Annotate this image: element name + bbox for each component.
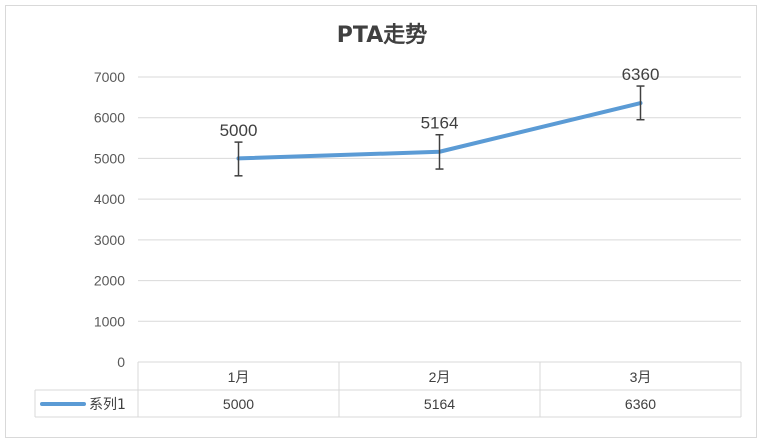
chart-title: PTA走势	[337, 22, 427, 48]
data-label: 5164	[421, 114, 459, 133]
y-tick-label: 1000	[94, 313, 125, 329]
table-cell-value: 5164	[424, 396, 455, 412]
x-tick-label: 3月	[630, 369, 652, 385]
data-label: 6360	[622, 65, 660, 84]
y-tick-label: 0	[117, 354, 125, 370]
y-tick-label: 5000	[94, 150, 125, 166]
y-tick-label: 3000	[94, 232, 125, 248]
table-cell-value: 6360	[625, 396, 656, 412]
y-tick-label: 2000	[94, 273, 125, 289]
x-tick-label: 2月	[429, 369, 451, 385]
y-tick-label: 7000	[94, 69, 125, 85]
table-cell-value: 5000	[223, 396, 254, 412]
y-tick-label: 4000	[94, 191, 125, 207]
x-tick-label: 1月	[228, 369, 250, 385]
y-tick-label: 6000	[94, 110, 125, 126]
data-label: 5000	[220, 121, 258, 140]
legend-label: 系列1	[89, 397, 126, 413]
